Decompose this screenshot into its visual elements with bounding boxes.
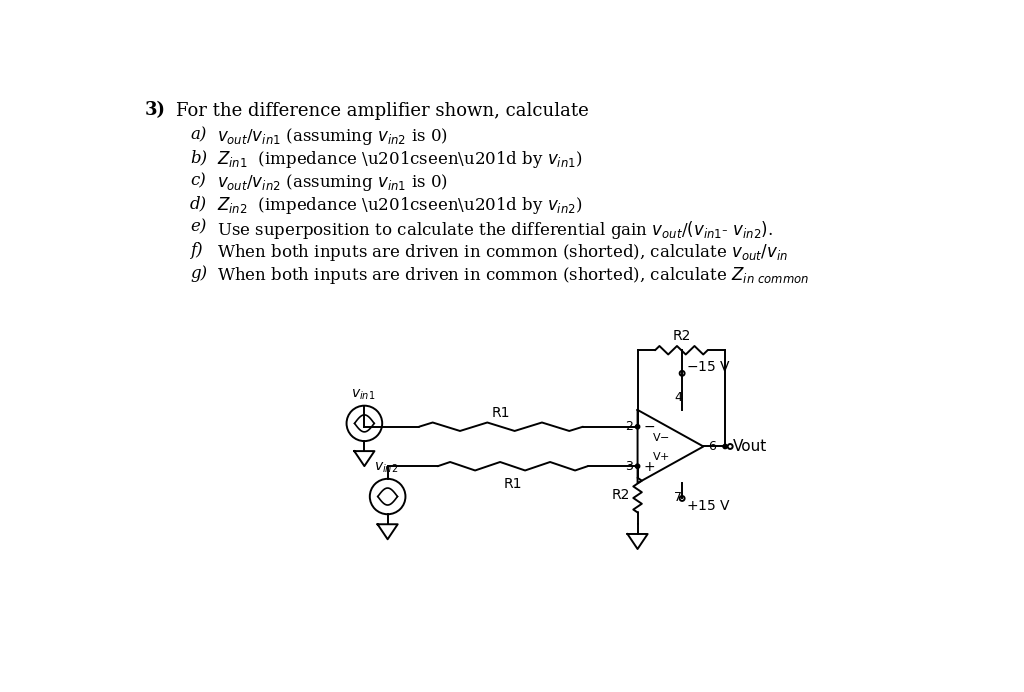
Text: For the difference amplifier shown, calculate: For the difference amplifier shown, calc… (176, 102, 589, 120)
Text: V$+$: V$+$ (651, 450, 670, 462)
Text: e): e) (190, 219, 207, 235)
Text: V$-$: V$-$ (651, 431, 670, 444)
Text: Vout: Vout (733, 439, 767, 454)
Text: c): c) (190, 172, 206, 190)
Text: 6: 6 (708, 440, 716, 453)
Text: R2: R2 (672, 329, 690, 343)
Text: 3: 3 (625, 459, 633, 473)
Text: R2: R2 (611, 488, 630, 502)
Text: When both inputs are driven in common (shorted), calculate $v_{out}/v_{in}$: When both inputs are driven in common (s… (217, 242, 788, 263)
Text: Use superposition to calculate the differential gain $v_{out}$/$({v_{in1}}$- $v_: Use superposition to calculate the diffe… (217, 219, 773, 241)
Text: When both inputs are driven in common (shorted), calculate $Z_{in\ common}$: When both inputs are driven in common (s… (217, 265, 809, 286)
Text: R1: R1 (492, 406, 510, 420)
Text: $+$15 V: $+$15 V (686, 499, 731, 513)
Text: $v_{out}$/$v_{in1}$ (assuming $v_{in2}$ is 0): $v_{out}$/$v_{in1}$ (assuming $v_{in2}$ … (217, 126, 449, 147)
Circle shape (636, 464, 640, 468)
Text: $v_{out}$/$v_{in2}$ (assuming $v_{in1}$ is 0): $v_{out}$/$v_{in2}$ (assuming $v_{in1}$ … (217, 172, 449, 193)
Text: a): a) (190, 126, 207, 143)
Circle shape (636, 425, 640, 429)
Text: $-$15 V: $-$15 V (686, 360, 731, 374)
Text: 3): 3) (145, 102, 166, 120)
Circle shape (723, 444, 727, 448)
Text: 7: 7 (675, 491, 682, 504)
Text: 2: 2 (625, 420, 633, 433)
Text: 4: 4 (675, 391, 682, 403)
Text: $Z_{in1}$  (impedance \u201cseen\u201d by $v_{in1}$): $Z_{in1}$ (impedance \u201cseen\u201d by… (217, 149, 583, 170)
Text: $v_{in2}$: $v_{in2}$ (374, 461, 398, 475)
Text: f): f) (190, 242, 203, 259)
Text: $+$: $+$ (643, 460, 655, 474)
Text: $-$: $-$ (643, 419, 655, 433)
Text: $v_{in1}$: $v_{in1}$ (350, 388, 375, 402)
Text: g): g) (190, 265, 207, 282)
Text: R1: R1 (504, 477, 522, 491)
Text: b): b) (190, 149, 207, 166)
Text: $Z_{in2}$  (impedance \u201cseen\u201d by $v_{in2}$): $Z_{in2}$ (impedance \u201cseen\u201d by… (217, 195, 583, 217)
Text: d): d) (190, 195, 207, 212)
